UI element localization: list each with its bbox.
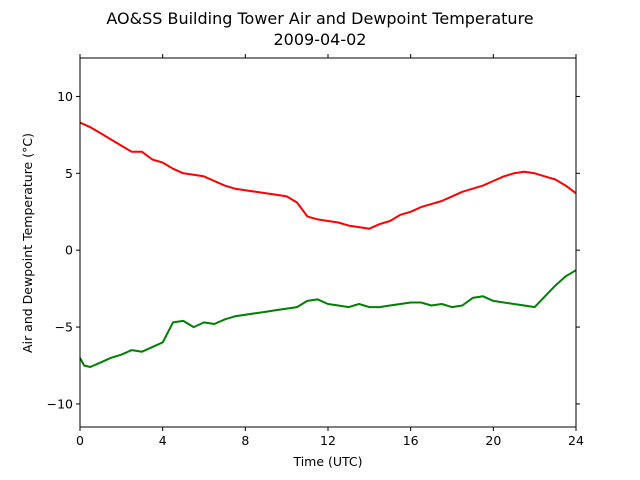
y-tick-label: 10 [57,89,73,104]
chart-subtitle: 2009-04-02 [274,30,367,49]
y-axis-label: Air and Dewpoint Temperature (°C) [20,133,35,353]
y-tick-label: −5 [55,320,73,335]
y-tick-label: 0 [65,243,73,258]
y-tick-label: −10 [47,396,73,411]
x-tick-label: 24 [568,433,584,448]
plot-area [80,58,576,427]
x-tick-label: 20 [485,433,501,448]
x-tick-label: 8 [241,433,249,448]
series-line-0 [79,121,577,230]
x-tick-label: 12 [320,433,336,448]
ticks-layer: 0 4 8 12 16 20 24 −10 −5 0 5 10 [47,54,584,448]
series-layer [79,121,577,368]
series-line-1 [79,269,577,368]
chart-title: AO&SS Building Tower Air and Dewpoint Te… [106,9,533,28]
x-tick-label: 4 [159,433,167,448]
x-tick-label: 16 [403,433,419,448]
x-axis-label: Time (UTC) [292,454,362,469]
x-tick-label: 0 [76,433,84,448]
y-tick-label: 5 [65,166,73,181]
